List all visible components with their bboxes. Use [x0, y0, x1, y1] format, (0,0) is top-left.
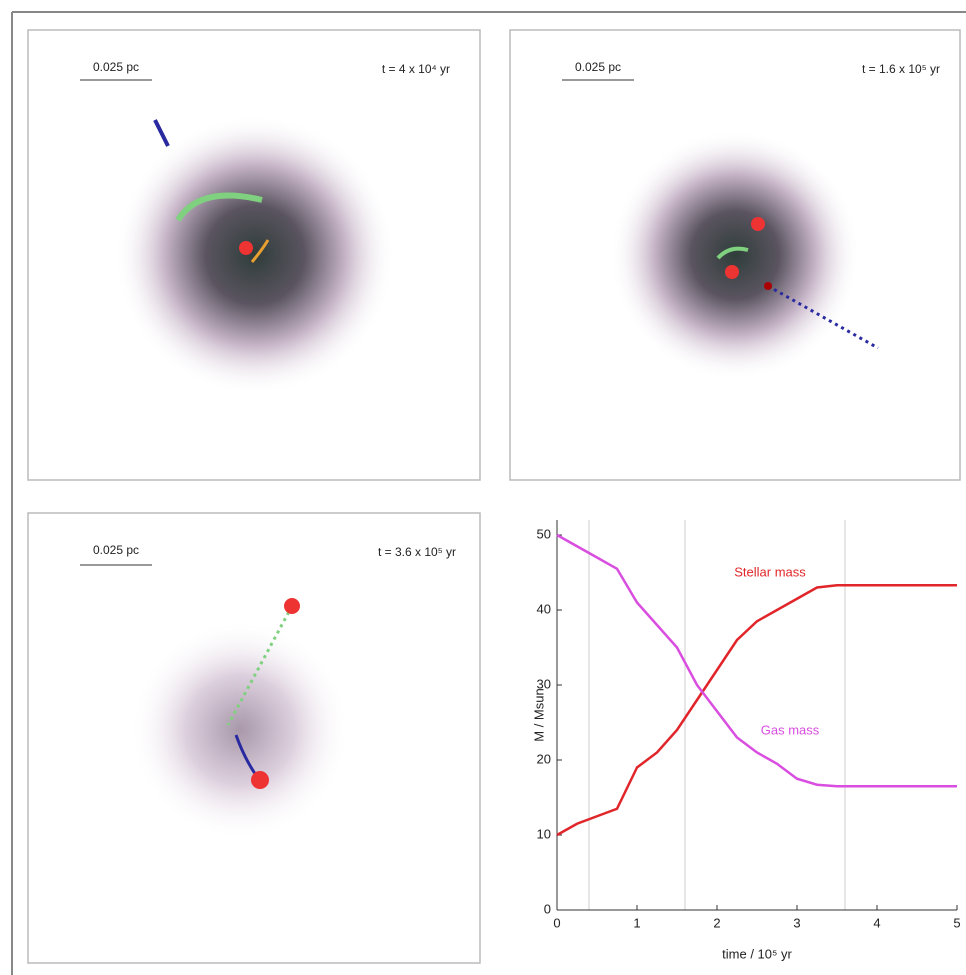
time-label: t = 4 x 10⁴ yr [382, 62, 450, 76]
chart: M / Msun time / 10⁵ yr 0 10 20 30 40 50 0 1 2 3 4 5… [531, 520, 961, 961]
y-tick-label: 0 [544, 901, 551, 916]
line-series [556, 533, 957, 788]
trajectory [175, 192, 263, 222]
scale-label: 0.025 pc [575, 60, 621, 74]
star [725, 265, 739, 279]
gas-cloud [610, 130, 860, 380]
star [764, 282, 772, 290]
x-tick-label: 1 [633, 915, 640, 930]
star [284, 598, 300, 614]
x-tick-label: 5 [953, 915, 960, 930]
y-tick-label: 10 [537, 826, 551, 841]
series-label: Gas mass [761, 722, 820, 737]
time-label: t = 3.6 x 10⁵ yr [378, 545, 456, 559]
y-tick-label: 40 [537, 601, 551, 616]
time-label: t = 1.6 x 10⁵ yr [862, 62, 940, 76]
x-tick-label: 0 [553, 915, 560, 930]
star [251, 771, 269, 789]
x-tick-label: 4 [873, 915, 880, 930]
trajectory [250, 239, 270, 263]
scale-label: 0.025 pc [93, 543, 139, 557]
x-tick-label: 2 [713, 915, 720, 930]
trajectory [153, 119, 170, 147]
y-axis-label: M / Msun [531, 688, 546, 741]
trajectory [767, 284, 879, 350]
star [239, 241, 253, 255]
line-series [556, 584, 957, 837]
trajectory [716, 246, 749, 260]
star [751, 217, 765, 231]
gas-cloud [115, 115, 395, 395]
panel: 0.025 pc t = 1.6 x 10⁵ yr [509, 29, 961, 481]
y-tick-label: 20 [537, 751, 551, 766]
scale-label: 0.025 pc [93, 60, 139, 74]
y-tick-label: 50 [537, 526, 551, 541]
y-tick-label: 30 [537, 676, 551, 691]
gas-cloud [130, 620, 350, 840]
x-tick-label: 3 [793, 915, 800, 930]
x-axis-label: time / 10⁵ yr [722, 946, 792, 961]
panel: 0.025 pc t = 4 x 10⁴ yr [27, 29, 481, 481]
panel: 0.025 pc t = 3.6 x 10⁵ yr [27, 512, 481, 964]
trajectory [226, 605, 294, 726]
series-label: Stellar mass [734, 564, 806, 579]
